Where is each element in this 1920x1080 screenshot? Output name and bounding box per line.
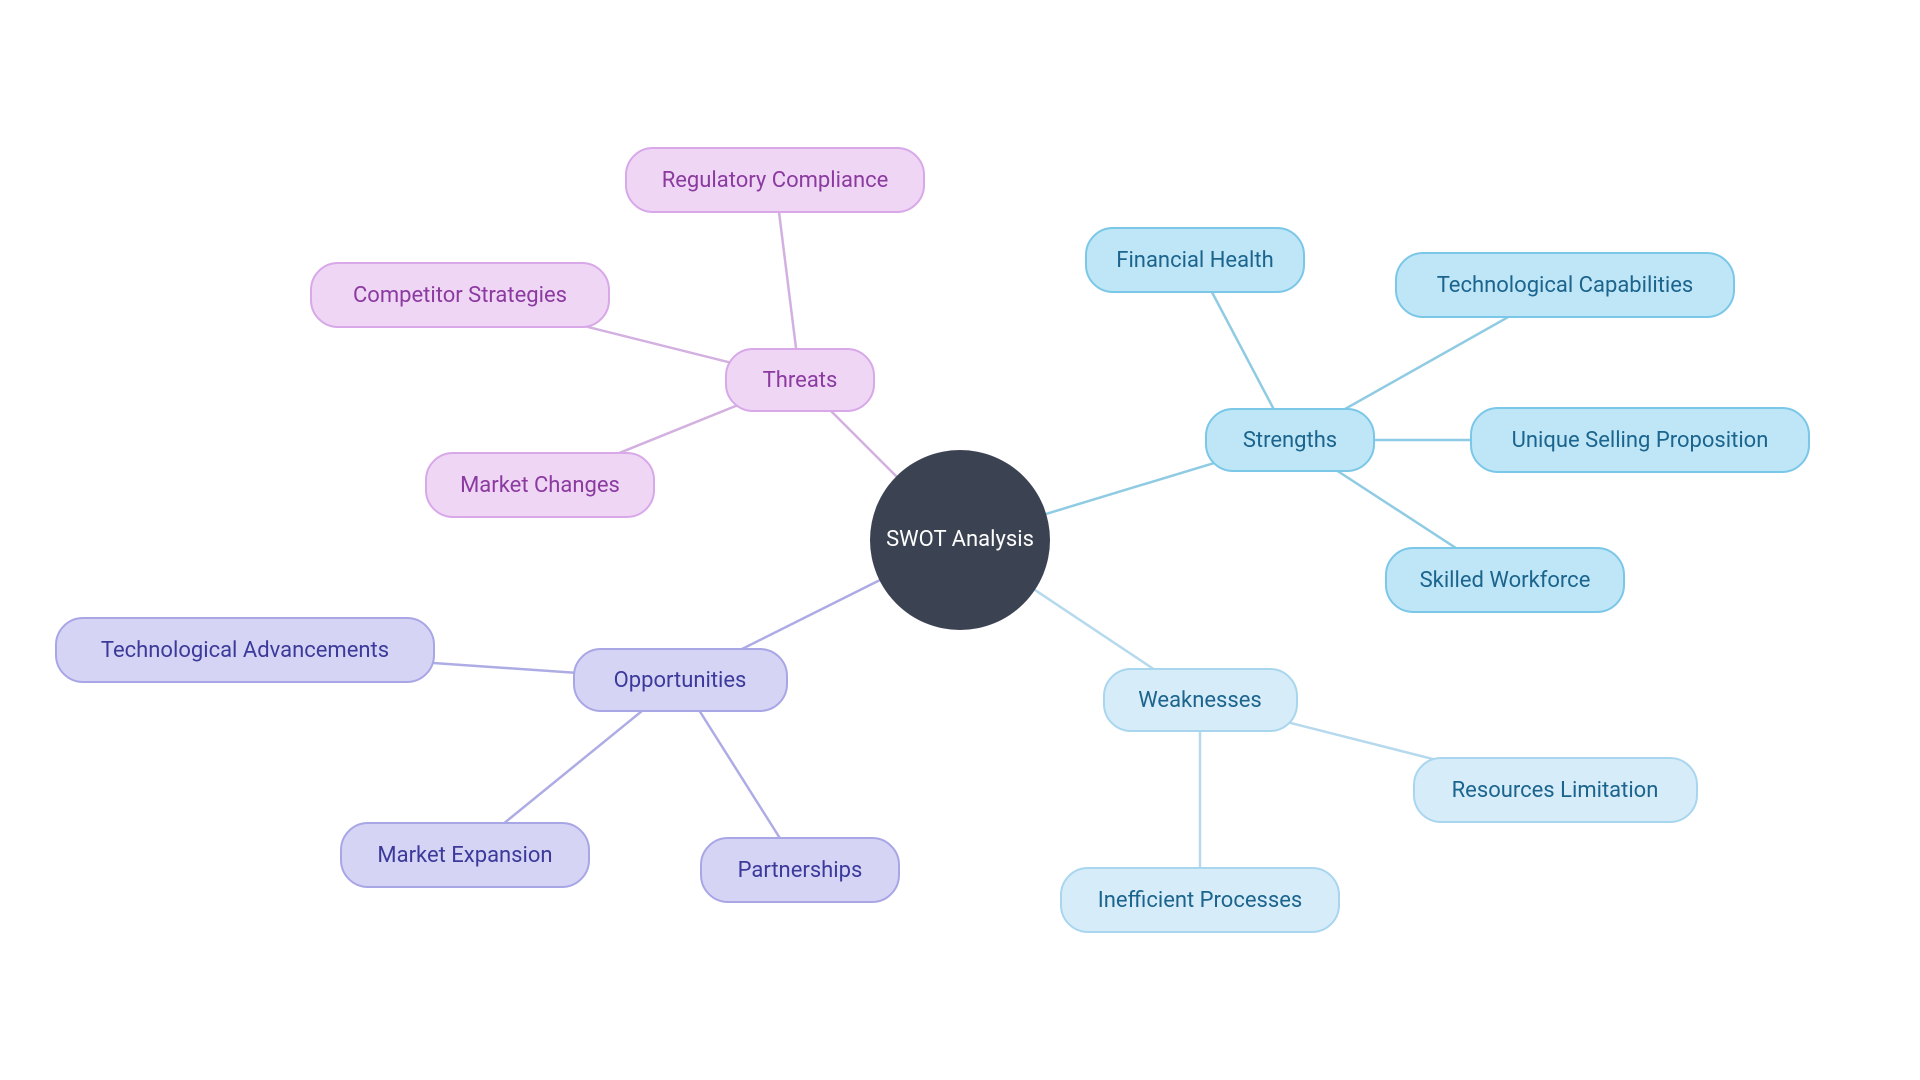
leaf-fin-health: Financial Health bbox=[1085, 227, 1305, 293]
leaf-tech-cap: Technological Capabilities bbox=[1395, 252, 1735, 318]
leaf-mkt-exp: Market Expansion bbox=[340, 822, 590, 888]
branch-strengths: Strengths bbox=[1205, 408, 1375, 472]
leaf-workforce: Skilled Workforce bbox=[1385, 547, 1625, 613]
leaf-ineff: Inefficient Processes bbox=[1060, 867, 1340, 933]
leaf-comp-strat: Competitor Strategies bbox=[310, 262, 610, 328]
mindmap-canvas: SWOT Analysis Strengths Financial Health Te… bbox=[0, 0, 1920, 1080]
leaf-reg-comp: Regulatory Compliance bbox=[625, 147, 925, 213]
center-node: SWOT Analysis bbox=[870, 450, 1050, 630]
leaf-mkt-chg: Market Changes bbox=[425, 452, 655, 518]
branch-weaknesses: Weaknesses bbox=[1103, 668, 1298, 732]
leaf-res-lim: Resources Limitation bbox=[1413, 757, 1698, 823]
branch-opportunities: Opportunities bbox=[573, 648, 788, 712]
leaf-usp: Unique Selling Proposition bbox=[1470, 407, 1810, 473]
leaf-tech-adv: Technological Advancements bbox=[55, 617, 435, 683]
leaf-partners: Partnerships bbox=[700, 837, 900, 903]
branch-threats: Threats bbox=[725, 348, 875, 412]
